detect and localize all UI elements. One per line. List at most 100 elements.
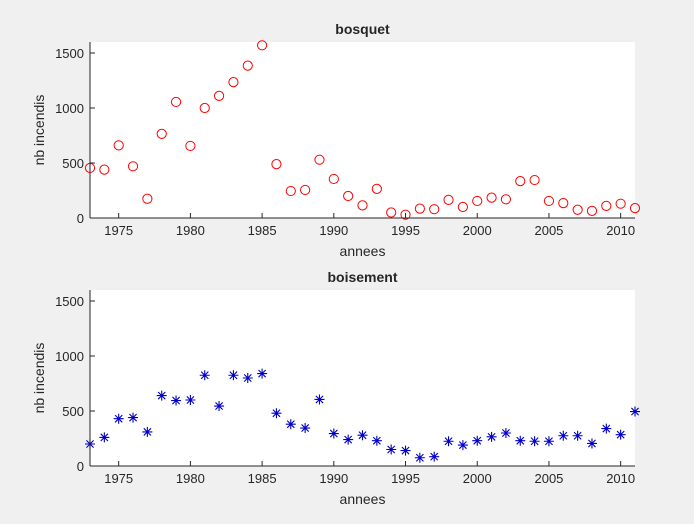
y-tick-label: 1000 bbox=[55, 101, 84, 116]
data-point bbox=[242, 373, 253, 383]
data-point bbox=[343, 434, 354, 445]
data-point bbox=[543, 436, 554, 447]
data-point bbox=[443, 194, 454, 205]
data-point bbox=[586, 205, 598, 216]
chart-title: bosquet bbox=[335, 21, 390, 37]
data-point bbox=[99, 164, 110, 175]
data-point bbox=[443, 436, 454, 447]
data-point bbox=[214, 401, 225, 412]
data-point bbox=[615, 198, 626, 209]
data-point bbox=[228, 370, 239, 381]
data-point bbox=[630, 406, 640, 417]
data-point bbox=[357, 200, 368, 211]
data-point bbox=[185, 395, 196, 405]
data-point bbox=[99, 432, 110, 443]
y-tick-label: 0 bbox=[77, 459, 84, 474]
series-markers bbox=[84, 40, 641, 220]
data-point bbox=[285, 419, 296, 430]
data-point bbox=[328, 428, 339, 439]
data-point bbox=[558, 430, 569, 441]
data-point bbox=[300, 184, 311, 196]
data-point bbox=[429, 451, 440, 462]
y-tick-label: 500 bbox=[62, 404, 84, 419]
data-point bbox=[486, 431, 497, 442]
data-point bbox=[429, 204, 440, 215]
data-point bbox=[199, 102, 210, 114]
data-point bbox=[400, 445, 411, 456]
data-point bbox=[242, 60, 253, 71]
data-point bbox=[343, 190, 354, 202]
x-tick-label: 1985 bbox=[248, 223, 277, 238]
data-point bbox=[257, 40, 268, 51]
y-axis-label: nb incendis bbox=[31, 343, 47, 414]
data-point bbox=[199, 370, 210, 381]
chart-panel-boisement: 1975 1980 1985 1990 1995 2000 2005 2010 0 500 1000… bbox=[31, 269, 640, 507]
x-tick-label: 1995 bbox=[391, 223, 420, 238]
y-tick-label: 1500 bbox=[55, 294, 84, 309]
data-point bbox=[515, 176, 526, 187]
x-tick-label: 1975 bbox=[104, 471, 133, 486]
x-tick-label: 2000 bbox=[463, 223, 492, 238]
data-point bbox=[486, 192, 497, 203]
data-point bbox=[529, 174, 540, 186]
data-point bbox=[472, 195, 483, 207]
data-point bbox=[156, 128, 167, 139]
data-point bbox=[285, 185, 296, 197]
data-point bbox=[572, 204, 583, 215]
data-point bbox=[156, 390, 167, 401]
data-point bbox=[300, 423, 311, 434]
x-tick-label: 1980 bbox=[176, 471, 205, 486]
data-point bbox=[228, 77, 239, 88]
x-tick-label: 1975 bbox=[104, 223, 133, 238]
data-point bbox=[142, 193, 153, 204]
data-point bbox=[185, 140, 196, 152]
data-point bbox=[271, 408, 282, 419]
y-tick-label: 0 bbox=[77, 211, 84, 226]
data-point bbox=[127, 161, 139, 172]
data-point bbox=[386, 444, 397, 455]
data-point bbox=[457, 201, 468, 213]
y-tick-label: 1500 bbox=[55, 46, 84, 61]
data-point bbox=[472, 435, 483, 446]
x-tick-label: 1995 bbox=[391, 471, 420, 486]
data-point bbox=[414, 203, 425, 214]
data-point bbox=[558, 198, 569, 209]
data-point bbox=[213, 90, 225, 102]
data-point bbox=[414, 452, 425, 463]
data-point bbox=[515, 435, 526, 446]
data-point bbox=[500, 428, 511, 438]
x-tick-label: 1990 bbox=[319, 471, 348, 486]
x-tick-label: 1980 bbox=[176, 223, 205, 238]
x-axis-label: annees bbox=[340, 491, 386, 507]
data-point bbox=[572, 430, 583, 441]
x-axis-label: annees bbox=[340, 243, 386, 259]
chart-title: boisement bbox=[327, 269, 397, 285]
data-point bbox=[113, 413, 124, 424]
data-point bbox=[257, 368, 268, 379]
data-point bbox=[271, 159, 282, 170]
data-point bbox=[328, 173, 339, 185]
y-tick-label: 1000 bbox=[55, 349, 84, 364]
data-point bbox=[171, 395, 182, 406]
x-tick-label: 2005 bbox=[534, 223, 563, 238]
data-point bbox=[386, 207, 397, 218]
data-point bbox=[586, 438, 597, 449]
data-point bbox=[529, 436, 540, 447]
x-tick-label: 2005 bbox=[534, 471, 563, 486]
x-tick-label: 2000 bbox=[463, 471, 492, 486]
data-point bbox=[500, 194, 512, 205]
data-point bbox=[357, 430, 368, 441]
data-point bbox=[128, 412, 139, 423]
y-axis-label: nb incendis bbox=[31, 95, 47, 166]
x-tick-label: 1990 bbox=[319, 223, 348, 238]
data-point bbox=[615, 429, 626, 440]
data-point bbox=[314, 394, 325, 405]
data-point bbox=[629, 203, 641, 214]
data-point bbox=[457, 440, 468, 451]
data-point bbox=[601, 423, 612, 434]
x-tick-label: 1985 bbox=[248, 471, 277, 486]
data-point bbox=[170, 96, 182, 108]
chart-panel-bosquet: 1975 1980 1985 1990 1995 2000 2005 2010 0 500 1000… bbox=[31, 21, 641, 259]
data-point bbox=[601, 200, 612, 211]
